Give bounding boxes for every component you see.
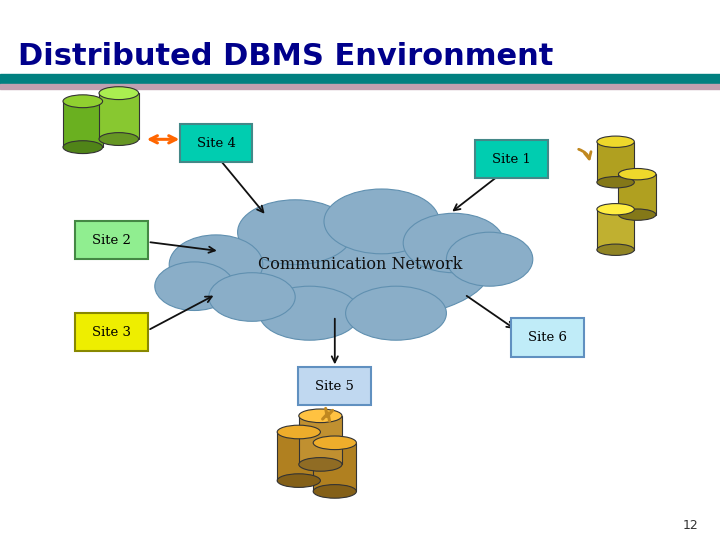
- Ellipse shape: [313, 484, 356, 498]
- Polygon shape: [99, 93, 138, 139]
- Ellipse shape: [238, 200, 353, 265]
- Ellipse shape: [299, 457, 342, 471]
- Ellipse shape: [63, 141, 103, 153]
- Text: Site 1: Site 1: [492, 153, 531, 166]
- Ellipse shape: [597, 136, 634, 147]
- Text: Communication Network: Communication Network: [258, 256, 462, 273]
- Ellipse shape: [446, 232, 533, 286]
- FancyBboxPatch shape: [299, 367, 372, 405]
- Bar: [0, 84, 720, 89]
- Ellipse shape: [99, 133, 139, 145]
- Ellipse shape: [216, 219, 490, 321]
- Polygon shape: [597, 142, 634, 183]
- Ellipse shape: [324, 189, 439, 254]
- Bar: [0, 74, 720, 84]
- Ellipse shape: [99, 87, 139, 99]
- FancyBboxPatch shape: [75, 221, 148, 259]
- Polygon shape: [299, 416, 342, 464]
- Ellipse shape: [169, 235, 263, 294]
- Ellipse shape: [618, 168, 656, 180]
- Ellipse shape: [618, 209, 656, 220]
- Ellipse shape: [597, 177, 634, 188]
- Text: Site 3: Site 3: [92, 326, 131, 339]
- FancyBboxPatch shape: [475, 140, 547, 178]
- FancyBboxPatch shape: [180, 124, 253, 162]
- Text: Site 5: Site 5: [315, 380, 354, 393]
- Ellipse shape: [346, 286, 446, 340]
- Text: Distributed DBMS Environment: Distributed DBMS Environment: [18, 42, 554, 71]
- Text: Site 4: Site 4: [197, 137, 235, 150]
- Text: Site 2: Site 2: [92, 234, 131, 247]
- Ellipse shape: [155, 262, 234, 310]
- Polygon shape: [597, 210, 634, 249]
- FancyBboxPatch shape: [75, 313, 148, 351]
- Polygon shape: [63, 102, 103, 147]
- Ellipse shape: [597, 244, 634, 255]
- Ellipse shape: [597, 204, 634, 215]
- FancyBboxPatch shape: [511, 318, 583, 356]
- Polygon shape: [618, 174, 656, 214]
- Polygon shape: [313, 443, 356, 491]
- Ellipse shape: [277, 474, 320, 488]
- Ellipse shape: [259, 286, 360, 340]
- Ellipse shape: [63, 95, 103, 107]
- Ellipse shape: [277, 425, 320, 439]
- Polygon shape: [277, 432, 320, 481]
- Ellipse shape: [209, 273, 295, 321]
- Ellipse shape: [403, 213, 504, 273]
- Text: Site 6: Site 6: [528, 331, 567, 344]
- Ellipse shape: [299, 409, 342, 423]
- Ellipse shape: [313, 436, 356, 450]
- Text: 12: 12: [683, 519, 698, 532]
